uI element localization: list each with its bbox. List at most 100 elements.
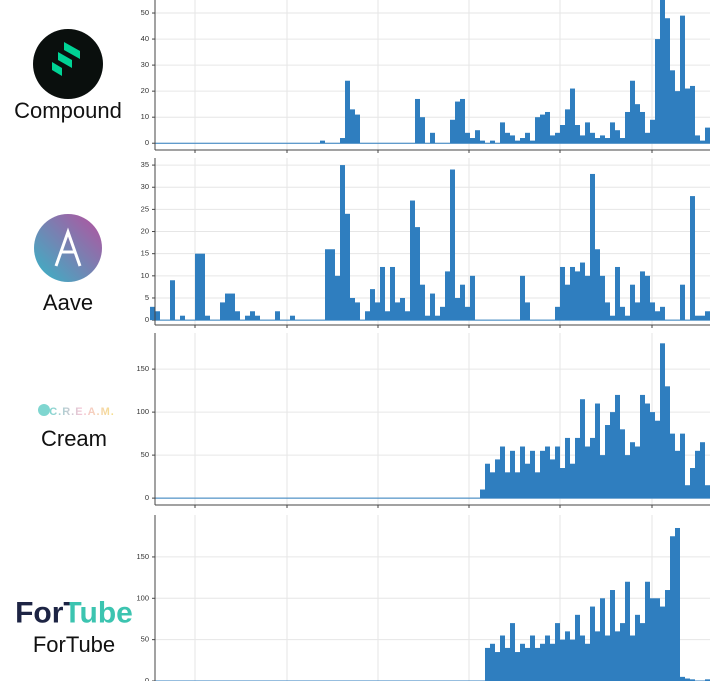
y-tick-label: 20 [141, 86, 149, 95]
bar [545, 111, 550, 144]
bar [510, 450, 515, 499]
bar [450, 169, 455, 321]
bar [505, 472, 510, 499]
bar [345, 80, 350, 144]
bar [195, 253, 200, 321]
bar [655, 598, 660, 681]
bar [645, 275, 650, 321]
bar [610, 122, 615, 144]
bar [700, 140, 705, 144]
y-tick-label: 25 [141, 204, 149, 213]
bar [595, 249, 600, 321]
bar [585, 275, 590, 321]
bar [680, 15, 685, 144]
bar [490, 472, 495, 499]
bar [365, 311, 370, 321]
bar [245, 315, 250, 321]
bar [425, 315, 430, 321]
bar [440, 306, 445, 321]
bar [645, 132, 650, 144]
bar [420, 284, 425, 321]
plot-area [155, 0, 710, 150]
bar [515, 140, 520, 144]
bar [645, 581, 650, 681]
bar [640, 271, 645, 321]
bar [705, 485, 710, 499]
bar [695, 450, 700, 499]
bar [675, 91, 680, 144]
bar [660, 0, 665, 144]
bar [485, 463, 490, 499]
bar [560, 125, 565, 144]
y-tick-label: 150 [136, 364, 149, 373]
bar [705, 679, 710, 681]
bar [690, 679, 695, 681]
bar [615, 130, 620, 144]
bar [700, 442, 705, 499]
bar [480, 489, 485, 499]
bar [555, 446, 560, 499]
bar [560, 639, 565, 681]
y-tick-label: 100 [136, 407, 149, 416]
bar [370, 289, 375, 321]
bar [490, 140, 495, 144]
bar [615, 394, 620, 499]
bar [630, 442, 635, 499]
bar [520, 446, 525, 499]
bar [690, 196, 695, 321]
cream-icon [38, 404, 50, 416]
bar [350, 297, 355, 321]
bar [680, 284, 685, 321]
protocol-label: ForTube [33, 632, 115, 657]
bar [455, 101, 460, 144]
bar [505, 132, 510, 144]
bar [465, 306, 470, 321]
bar [535, 472, 540, 499]
bar [595, 403, 600, 499]
bar [580, 262, 585, 321]
bar [275, 311, 280, 321]
bar [170, 280, 175, 321]
bar [290, 315, 295, 321]
aave-logo [34, 214, 102, 282]
bar [620, 306, 625, 321]
bar [520, 138, 525, 144]
bar [530, 635, 535, 681]
bar [605, 302, 610, 321]
bar [520, 643, 525, 681]
y-tick-label: 50 [141, 635, 149, 644]
bar [460, 98, 465, 144]
y-tick-label: 0 [145, 315, 149, 324]
bar [445, 271, 450, 321]
bar [590, 437, 595, 499]
bar [600, 275, 605, 321]
bar [320, 140, 325, 144]
bar [655, 39, 660, 144]
bar [230, 293, 235, 321]
bar [495, 459, 500, 499]
bar [525, 647, 530, 681]
bar [585, 122, 590, 144]
y-tick-label: 20 [141, 227, 149, 236]
bar [355, 114, 360, 144]
bar [665, 18, 670, 144]
bar [675, 527, 680, 681]
bar [405, 311, 410, 321]
y-tick-label: 0 [145, 676, 149, 681]
panel: 0 5 10 15 20 25 30 35 Aave [43, 158, 710, 328]
bar [560, 468, 565, 499]
bar [645, 403, 650, 499]
bar [610, 412, 615, 499]
bar [340, 138, 345, 144]
bar [385, 311, 390, 321]
bar [570, 463, 575, 499]
y-tick-label: 100 [136, 593, 149, 602]
bar [470, 275, 475, 321]
bar [355, 302, 360, 321]
bar [630, 635, 635, 681]
bar [575, 271, 580, 321]
bar [550, 459, 555, 499]
bar [620, 429, 625, 499]
bar [540, 114, 545, 144]
